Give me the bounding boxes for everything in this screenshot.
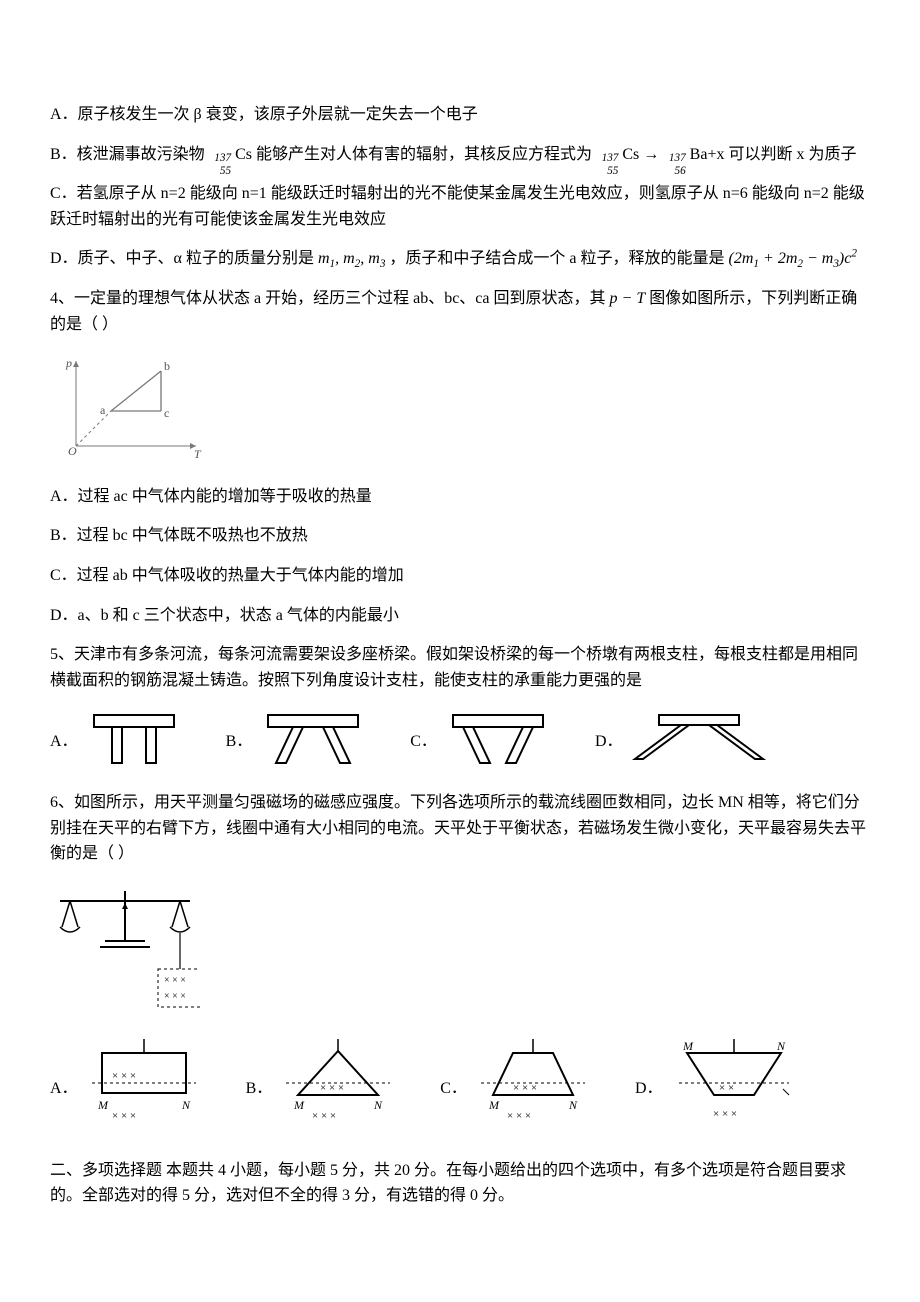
label: B． [246,1076,273,1102]
bridge-d-icon [629,707,769,776]
m-label: M [488,1098,500,1112]
q6-opt-b: B． × × × M N × × × [246,1039,405,1138]
prev-option-d: D．质子、中子、α 粒子的质量分别是 m1, m2, m3 ，质子和中子结合成一… [50,246,870,272]
q6-balance-diagram: × × × × × × [50,881,870,1030]
q4-stem: 4、一定量的理想气体从状态 a 开始，经历三个过程 ab、bc、ca 回到原状态… [50,286,870,337]
q6-options: A． × × × M N × × × B． × × × M N [50,1039,870,1138]
point-c: c [164,406,169,420]
svg-text:× × ×: × × × [320,1082,344,1094]
prev-option-c: C．若氢原子从 n=2 能级向 n=1 能级跃迁时辐射出的光不能使某金属发生光电… [50,181,870,232]
text: A．过程 ac 中气体内能的增加等于吸收的热量 [50,488,372,505]
arrow: Cs → [622,146,659,163]
q5-options: A． B． C． D． [50,707,870,776]
text-lead: D．质子、中子、α 粒子的质量分别是 [50,250,318,267]
axis-t-label: T [194,447,202,461]
coil-d-icon: M N × × × × × [669,1039,799,1138]
label: C． [440,1076,467,1102]
text: C．过程 ab 中气体吸收的热量大于气体内能的增加 [50,567,404,584]
svg-text:× × ×: × × × [112,1070,136,1082]
svg-text:× × ×: × × × [513,1082,537,1094]
q6-stem: 6、如图所示，用天平测量匀强磁场的磁感应强度。下列各选项所示的载流线圈匝数相同，… [50,790,870,867]
prev-option-a: A．原子核发生一次 β 衰变，该原子外层就一定失去一个电子 [50,102,870,128]
text: 5、天津市有多条河流，每条河流需要架设多座桥梁。假如架设桥梁的每一个桥墩有两根支… [50,646,858,689]
masses: m1, m2, m3 [318,250,385,267]
point-a: a [100,403,106,417]
svg-text:× × ×: × × × [164,975,186,986]
sub: 56 [674,163,685,181]
text: C．若氢原子从 n=2 能级向 n=1 能级跃迁时辐射出的光不能使某金属发生光电… [50,185,865,228]
bridge-c-icon [443,707,553,776]
energy-expr: (2m1 + 2m2 − m3)c2 [729,250,857,267]
m-label: M [293,1098,305,1112]
label: B． [226,729,253,755]
label: D． [595,729,623,755]
svg-text:× × ×: × × × [312,1110,336,1122]
n-label: N [776,1039,786,1053]
q5-stem: 5、天津市有多条河流，每条河流需要架设多座桥梁。假如架设桥梁的每一个桥墩有两根支… [50,642,870,693]
prev-option-b: B．核泄漏事故污染物 137 55 Cs 能够产生对人体有害的辐射，其核反应方程… [50,142,870,168]
q5-opt-a: A． [50,707,190,776]
text: A．原子核发生一次 β 衰变，该原子外层就一定失去一个电子 [50,106,478,123]
sub: 55 [607,163,618,181]
label: C． [410,729,437,755]
text: 6、如图所示，用天平测量匀强磁场的磁感应强度。下列各选项所示的载流线圈匝数相同，… [50,794,866,862]
q6-opt-d: D． M N × × × × × [635,1039,805,1138]
text: 二、多项选择题 本题共 4 小题，每小题 5 分，共 20 分。在每小题给出的四… [50,1162,846,1205]
q6-opt-a: A． × × × M N × × × [50,1039,210,1138]
q5-opt-b: B． [226,707,375,776]
coil-c-icon: × × × M N × × × [473,1039,593,1138]
q5-opt-c: C． [410,707,559,776]
label: D． [635,1076,663,1102]
origin-label: O [68,444,77,458]
coil-a-icon: × × × M N × × × [84,1039,204,1138]
q4-diagram: p T O a b c [56,351,206,470]
svg-text:× × ×: × × × [507,1110,531,1122]
q6-opt-c: C． × × × M N × × × [440,1039,599,1138]
q4-option-b: B．过程 bc 中气体既不吸热也不放热 [50,523,870,549]
text-mid: Cs 能够产生对人体有害的辐射，其核反应方程式为 [235,146,596,163]
sub: 55 [220,163,231,181]
m-label: M [97,1098,109,1112]
n-label: N [568,1098,578,1112]
coil-b-icon: × × × M N × × × [278,1039,398,1138]
text: B．过程 bc 中气体既不吸热也不放热 [50,527,308,544]
q5-opt-d: D． [595,707,775,776]
section-2-header: 二、多项选择题 本题共 4 小题，每小题 5 分，共 20 分。在每小题给出的四… [50,1158,870,1209]
text-lead: B．核泄漏事故污染物 [50,146,209,163]
n-label: N [373,1098,383,1112]
q4-option-a: A．过程 ac 中气体内能的增加等于吸收的热量 [50,484,870,510]
q4-option-d: D．a、b 和 c 三个状态中，状态 a 气体的内能最小 [50,603,870,629]
bridge-b-icon [258,707,368,776]
label: A． [50,1076,78,1102]
label: A． [50,729,78,755]
svg-text:× × ×: × × × [164,991,186,1002]
q4-option-c: C．过程 ab 中气体吸收的热量大于气体内能的增加 [50,563,870,589]
stem-lead: 4、一定量的理想气体从状态 a 开始，经历三个过程 ab、bc、ca 回到原状态… [50,290,610,307]
m-label: M [682,1039,694,1053]
svg-text:× × ×: × × × [112,1110,136,1122]
text-after: Ba+x 可以判断 x 为质子 [690,146,857,163]
text-mid: ，质子和中子结合成一个 a 粒子，释放的能量是 [389,250,724,267]
point-b: b [164,359,170,373]
axis-p-label: p [65,356,72,370]
svg-text:× × ×: × × × [713,1108,737,1120]
svg-text:× ×: × × [719,1082,734,1094]
text: D．a、b 和 c 三个状态中，状态 a 气体的内能最小 [50,607,399,624]
bridge-a-icon [84,707,184,776]
pT: p − T [610,290,646,307]
n-label: N [181,1098,191,1112]
